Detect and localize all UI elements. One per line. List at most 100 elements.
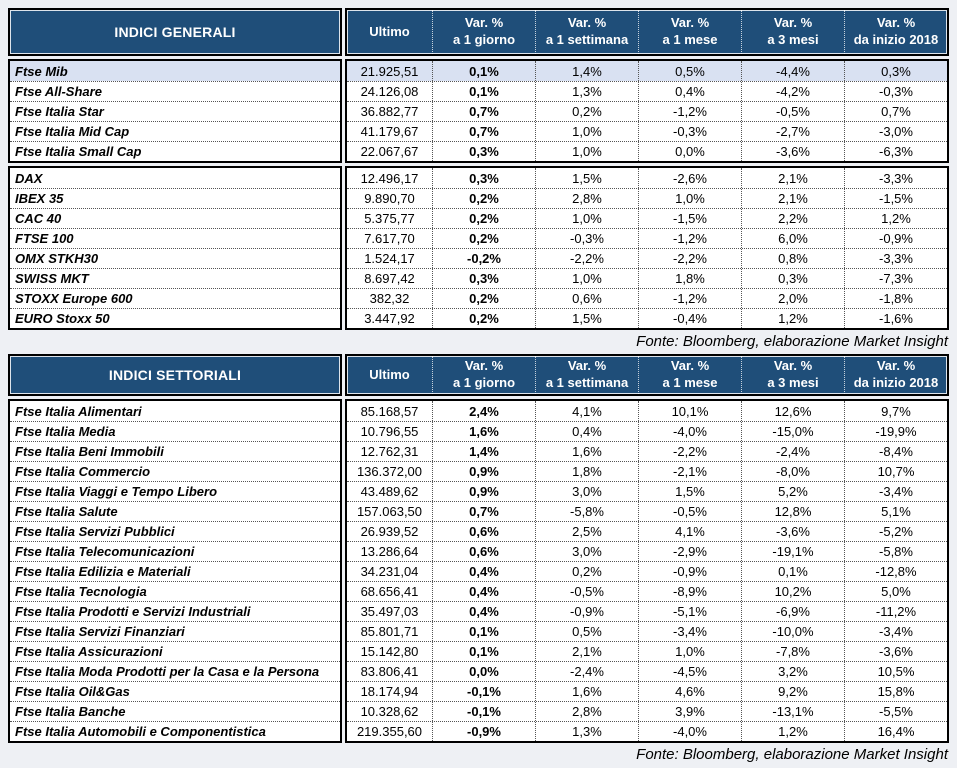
var-value: -2,6% <box>638 168 741 188</box>
var-value: -5,8% <box>535 502 638 522</box>
var-value: 0,3% <box>741 269 844 288</box>
var-value: 0,2% <box>432 229 535 248</box>
var-value: 1,5% <box>535 309 638 328</box>
var-value: 1,4% <box>432 442 535 462</box>
index-name: Ftse Italia Servizi Finanziari <box>10 621 340 641</box>
table-row: 43.489,62 0,9% 3,0% 1,5% 5,2% -3,4% <box>347 481 947 502</box>
var-label-line1: Var. % <box>464 15 504 31</box>
var-value: -0,2% <box>432 249 535 268</box>
table-title: INDICI SETTORIALI <box>8 354 342 397</box>
ultimo-value: 85.168,57 <box>360 403 419 419</box>
var-value: -3,4% <box>844 482 947 502</box>
index-name: IBEX 35 <box>10 188 340 208</box>
var-value: 0,4% <box>535 422 638 442</box>
var-label-line1: Var. % <box>773 358 813 374</box>
var-value: -0,5% <box>638 502 741 522</box>
var-value: 0,2% <box>535 562 638 582</box>
var-value: 0,9% <box>432 482 535 502</box>
ultimo-value: 9.890,70 <box>364 191 415 206</box>
var-value: -0,3% <box>638 122 741 141</box>
index-name: Ftse Italia Banche <box>10 701 340 721</box>
var-value: 0,3% <box>432 168 535 188</box>
var-value: 0,6% <box>432 542 535 562</box>
table-row: 85.801,71 0,1% 0,5% -3,4% -10,0% -3,4% <box>347 621 947 642</box>
var-value: 10,7% <box>844 462 947 482</box>
table-row: 136.372,00 0,9% 1,8% -2,1% -8,0% 10,7% <box>347 461 947 482</box>
var-label-line1: Var. % <box>670 15 710 31</box>
var-value: -1,6% <box>844 309 947 328</box>
column-header-var-2: Var. % a 1 mese <box>638 10 741 54</box>
index-name: Ftse Italia Automobili e Componentistica <box>10 721 340 741</box>
column-header-var-2: Var. % a 1 mese <box>638 356 741 395</box>
column-header-var-0: Var. % a 1 giorno <box>432 356 535 395</box>
var-value: 9,2% <box>741 682 844 702</box>
var-value: -0,5% <box>535 582 638 602</box>
table-row: 26.939,52 0,6% 2,5% 4,1% -3,6% -5,2% <box>347 521 947 542</box>
var-value: -3,6% <box>741 142 844 161</box>
var-value: 1,2% <box>844 209 947 228</box>
table-row: 21.925,51 0,1% 1,4% 0,5% -4,4% 0,3% <box>347 61 947 81</box>
table-row: 18.174,94 -0,1% 1,6% 4,6% 9,2% 15,8% <box>347 681 947 702</box>
var-value: 0,7% <box>844 102 947 121</box>
var-label-line1: Var. % <box>567 358 607 374</box>
index-name: Ftse Italia Prodotti e Servizi Industria… <box>10 601 340 621</box>
var-value: -3,6% <box>844 642 947 662</box>
var-value: 0,8% <box>741 249 844 268</box>
var-value: -11,2% <box>844 602 947 622</box>
var-value: 2,4% <box>432 401 535 422</box>
var-value: 5,2% <box>741 482 844 502</box>
table-row: 10.796,55 1,6% 0,4% -4,0% -15,0% -19,9% <box>347 421 947 442</box>
index-name: Ftse Italia Oil&Gas <box>10 681 340 701</box>
column-header-ultimo: Ultimo <box>369 366 410 382</box>
source-note-settoriali: Fonte: Bloomberg, elaborazione Market In… <box>636 746 948 764</box>
table-row: 41.179,67 0,7% 1,0% -0,3% -2,7% -3,0% <box>347 121 947 141</box>
ultimo-value: 10.328,62 <box>360 704 419 720</box>
var-label-line2: a 1 settimana <box>545 375 629 391</box>
var-value: -8,4% <box>844 442 947 462</box>
var-value: -0,4% <box>638 309 741 328</box>
var-value: 0,2% <box>432 189 535 208</box>
index-name: Ftse Italia Small Cap <box>10 141 340 161</box>
var-value: 0,7% <box>432 122 535 141</box>
var-value: 2,1% <box>535 642 638 662</box>
ultimo-value: 24.126,08 <box>360 84 419 99</box>
var-value: 0,6% <box>535 289 638 308</box>
ultimo-value: 382,32 <box>369 291 410 306</box>
var-value: 2,8% <box>535 189 638 208</box>
table-row: 1.524,17 -0,2% -2,2% -2,2% 0,8% -3,3% <box>347 248 947 268</box>
var-label-line2: a 1 mese <box>662 375 718 391</box>
ultimo-value: 3.447,92 <box>364 311 415 326</box>
var-value: 2,0% <box>741 289 844 308</box>
table-row: 3.447,92 0,2% 1,5% -0,4% 1,2% -1,6% <box>347 308 947 328</box>
var-value: -0,9% <box>638 562 741 582</box>
table-indici-generali: INDICI GENERALI Ultimo Var. % a 1 giorno Var… <box>8 8 949 330</box>
var-value: -4,0% <box>638 422 741 442</box>
var-value: 10,5% <box>844 662 947 682</box>
var-value: 0,7% <box>432 502 535 522</box>
var-value: -3,3% <box>844 249 947 268</box>
var-value: 3,2% <box>741 662 844 682</box>
ultimo-value: 10.796,55 <box>360 424 419 440</box>
column-headers: Ultimo Var. % a 1 giorno Var. % a 1 settiman… <box>345 8 949 56</box>
ultimo-value: 85.801,71 <box>360 624 419 640</box>
index-name: Ftse Italia Salute <box>10 501 340 521</box>
var-label-line2: a 3 mesi <box>767 32 819 47</box>
var-value: 0,7% <box>432 102 535 121</box>
var-value: 5,0% <box>844 582 947 602</box>
var-value: 12,8% <box>741 502 844 522</box>
var-value: 4,6% <box>638 682 741 702</box>
index-name: DAX <box>15 170 43 186</box>
var-value: -4,5% <box>638 662 741 682</box>
column-header-var-0: Var. % a 1 giorno <box>432 10 535 54</box>
var-value: 1,5% <box>535 168 638 188</box>
var-value: -5,1% <box>638 602 741 622</box>
var-value: 0,4% <box>432 582 535 602</box>
var-value: 0,2% <box>535 102 638 121</box>
var-value: 0,0% <box>432 662 535 682</box>
var-value: 5,1% <box>844 502 947 522</box>
table-row: 12.496,17 0,3% 1,5% -2,6% 2,1% -3,3% <box>347 168 947 188</box>
var-value: -1,2% <box>638 229 741 248</box>
ultimo-value: 68.656,41 <box>360 584 419 600</box>
table-row: 5.375,77 0,2% 1,0% -1,5% 2,2% 1,2% <box>347 208 947 228</box>
var-value: -0,9% <box>844 229 947 248</box>
